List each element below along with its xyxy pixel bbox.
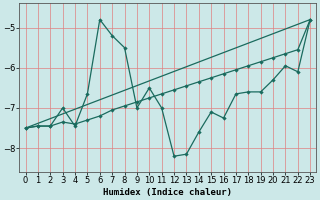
X-axis label: Humidex (Indice chaleur): Humidex (Indice chaleur) [103, 188, 232, 197]
